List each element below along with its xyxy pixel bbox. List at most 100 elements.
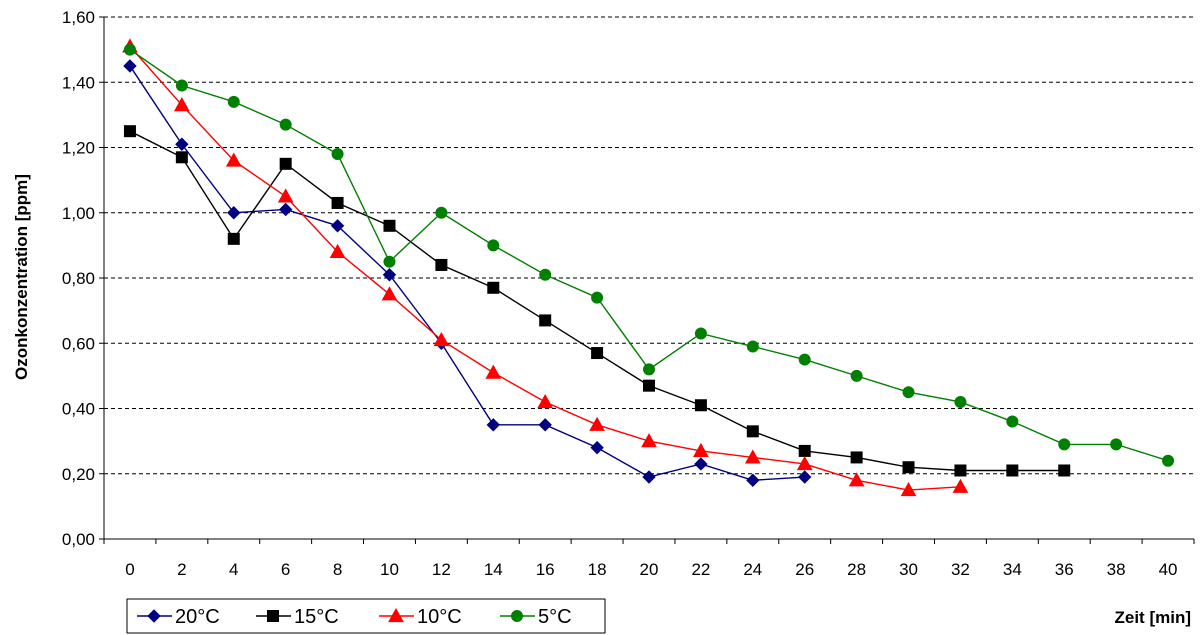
x-tick-label: 26 [795,560,814,579]
data-point [147,609,161,623]
data-point [382,268,397,282]
data-point [954,464,967,477]
data-point [746,473,760,487]
data-point [433,331,450,347]
x-tick-label: 8 [333,560,342,579]
y-tick-label: 0,40 [62,400,95,419]
data-point [850,451,863,464]
data-point [589,416,605,431]
y-tick-label: 1,00 [62,204,95,223]
data-point [1110,438,1123,451]
x-tick-label: 10 [380,560,399,579]
data-point [1006,464,1019,477]
data-point [694,457,708,471]
data-point [591,347,604,360]
data-point [744,449,761,464]
axes: 0,000,200,400,600,801,001,201,401,600 2 4 6… [62,8,1195,579]
x-tick-label: 14 [484,560,503,579]
data-point [539,268,552,281]
data-point [511,610,523,622]
legend-label: 20°C [175,606,220,628]
data-point [435,258,448,271]
data-point [798,470,812,484]
data-point [694,399,707,412]
data-point [487,281,500,294]
data-point [174,97,190,112]
data-point [227,232,240,245]
data-point [383,255,396,268]
grid [104,16,1194,475]
data-point [848,472,865,487]
legend-box [126,598,606,634]
data-point [1058,464,1071,477]
data-point [591,291,604,304]
x-tick-label: 38 [1107,560,1126,579]
legend-item: 20°C [137,606,220,628]
data-point [277,188,294,203]
data-point [487,239,500,252]
data-point [796,455,813,471]
data-point [175,151,188,164]
data-point [331,148,344,161]
data-point [1162,454,1175,467]
data-point [954,395,967,408]
x-tick-label: 18 [588,560,607,579]
data-point [590,440,604,455]
x-tick-label: 30 [899,560,918,579]
x-axis-title: Zeit [min] [1115,608,1192,627]
x-tick-label: 36 [1055,560,1074,579]
data-point [641,433,657,448]
y-tick-label: 0,60 [62,334,95,353]
y-tick-label: 1,40 [62,73,95,92]
series-20°C [123,59,812,487]
data-point [279,118,292,131]
legend-item: 15°C [256,606,339,628]
series-5°C [123,43,1175,467]
x-tick-label: 16 [536,560,555,579]
data-point [746,425,759,438]
data-point [485,364,502,379]
y-tick-label: 1,60 [62,8,95,27]
y-axis-title: Ozonkonzentration [ppm] [12,174,31,380]
data-point [798,353,811,366]
data-point [123,125,136,138]
data-point [952,478,969,493]
y-tick-label: 0,80 [62,269,95,288]
series-10°C [122,38,969,497]
y-tick-label: 0,20 [62,465,95,484]
x-tick-label: 32 [951,560,970,579]
x-tick-label: 28 [847,560,866,579]
legend: 20°C 15°C 10°C 5°C [126,598,606,634]
x-tick-label: 20 [640,560,659,579]
data-point [1058,438,1071,451]
data-point [279,157,292,170]
data-point [331,196,344,209]
data-point [330,219,345,233]
x-tick-label: 40 [1159,560,1178,579]
legend-label: 10°C [417,606,462,628]
data-point [225,152,242,167]
data-point [267,610,279,622]
y-tick-label: 1,20 [62,139,95,158]
x-tick-label: 34 [1003,560,1022,579]
data-point [902,386,915,399]
data-point [643,363,655,376]
x-tick-label: 24 [743,560,762,579]
data-point [123,59,137,73]
series-line [129,49,1169,462]
x-tick-label: 22 [691,560,710,579]
x-tick-label: 12 [432,560,451,579]
y-tick-label: 0,00 [62,530,95,549]
data-point [900,482,917,497]
data-point [175,137,189,151]
data-point [329,243,346,258]
data-point [902,461,915,474]
data-point [642,470,656,484]
data-point [381,286,398,301]
series-line [129,65,805,481]
legend-item: 10°C [379,606,462,628]
x-tick-label: 6 [281,560,290,579]
data-point [435,206,448,219]
x-tick-label: 2 [177,560,186,579]
